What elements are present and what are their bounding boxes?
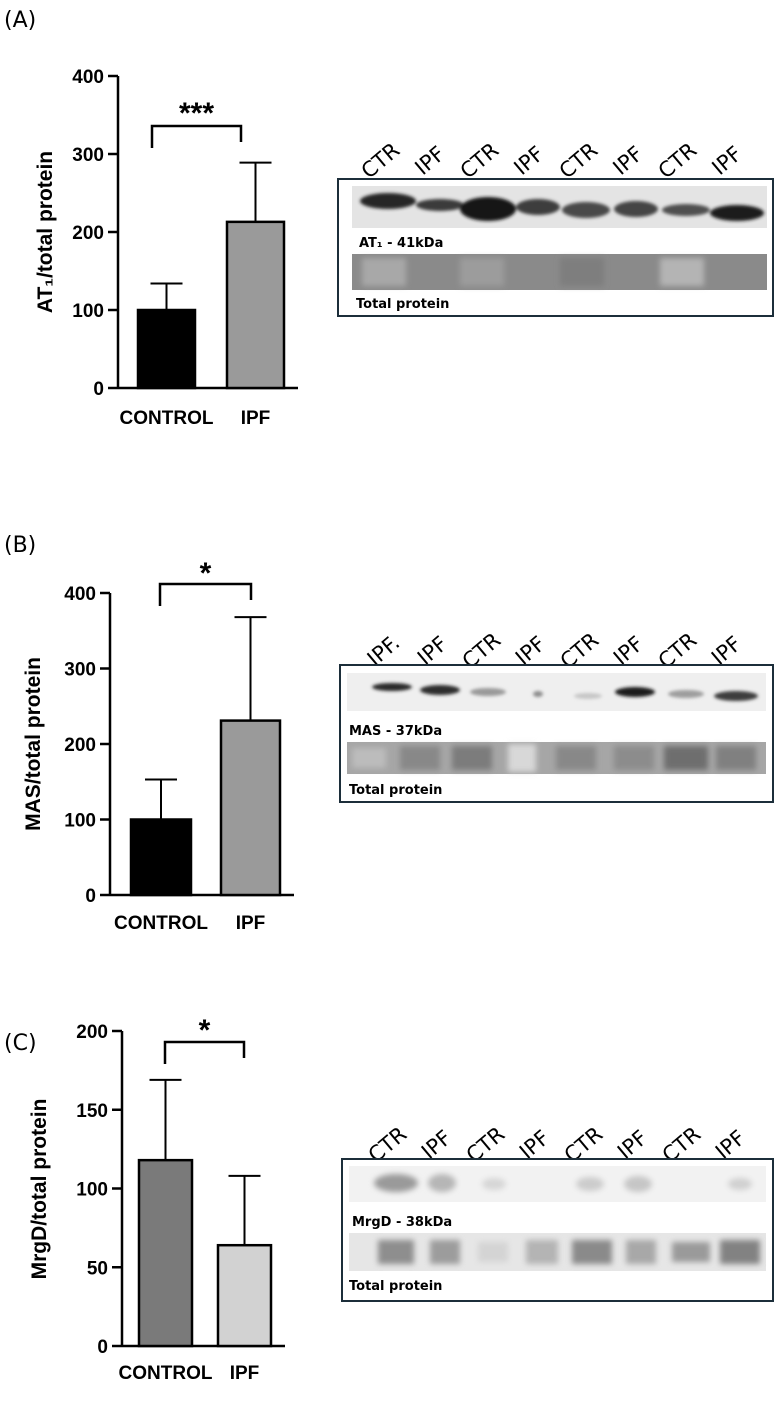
blot-label-c: MrgD - 38kDa (352, 1215, 452, 1230)
y-tick-label-b: 200 (64, 735, 96, 756)
blot-label-a: AT₁ - 41kDa (359, 236, 443, 251)
total-bands-c (378, 1240, 760, 1264)
y-tick-label-a: 200 (72, 223, 104, 244)
chart-c: MrgD/total protein 0 50 100 150 200 CONTROL IPF… (28, 1014, 285, 1384)
category-label-b-1: IPF (236, 913, 266, 934)
lane-label-a: IPF (707, 142, 746, 180)
significance-bracket-b (158, 582, 253, 606)
blot-strip-b (347, 673, 766, 711)
total-bands-a (362, 258, 704, 286)
y-tick-label-a: 0 (93, 379, 104, 400)
panel-letter-b: (B) (4, 533, 36, 558)
bar-b-1 (219, 719, 282, 897)
bar-c-1 (216, 1243, 273, 1348)
bar-b-0 (129, 818, 193, 897)
y-tick-label-b: 300 (64, 660, 96, 681)
bar-a-0 (136, 308, 197, 390)
panel-letter-c: (C) (4, 1031, 37, 1056)
chart-b: MAS/total protein 0 100 200 300 400 CONTROL IPF… (22, 557, 294, 934)
bands-c (374, 1174, 752, 1192)
panel-b: (B) MAS/total protein 0 100 200 300 400 CONTRO… (4, 533, 774, 934)
lane-label-a: CTR (555, 138, 603, 183)
significance-bracket-a (150, 124, 243, 148)
category-label-a-1: IPF (241, 408, 271, 429)
panel-c: (C) MrgD/total protein 0 50 100 150 200 CONTRO… (4, 1014, 774, 1384)
category-label-c-0: CONTROL (119, 1363, 213, 1384)
significance-stars-b: * (200, 557, 212, 590)
significance-bracket-c (163, 1040, 246, 1064)
y-tick-label-c: 0 (97, 1337, 108, 1358)
blot-label-b: MAS - 37kDa (349, 724, 442, 739)
lane-label-a: CTR (357, 138, 405, 183)
y-tick-label-c: 100 (76, 1180, 108, 1201)
lane-label-a: IPF (608, 142, 647, 180)
y-tick-label-a: 300 (72, 145, 104, 166)
y-tick-label-c: 50 (87, 1258, 108, 1279)
total-bands-b (352, 744, 756, 772)
y-tick-label-a: 100 (72, 301, 104, 322)
bar-c-0 (137, 1158, 194, 1348)
lane-label-a: CTR (456, 138, 504, 183)
lane-label-a: IPF (410, 142, 449, 180)
y-tick-label-b: 100 (64, 811, 96, 832)
total-strip-a (352, 254, 767, 290)
category-label-b-0: CONTROL (114, 913, 208, 934)
chart-a: AT₁/total protein 0 100 200 300 400 CONTROL IPF… (34, 67, 298, 429)
y-axis-title-b: MAS/total protein (22, 657, 45, 831)
total-label-b: Total protein (349, 783, 442, 798)
bands-b (372, 683, 758, 701)
significance-stars-a: *** (179, 97, 214, 130)
y-tick-label-b: 0 (85, 886, 96, 907)
panel-a: (A) AT₁/total protein 0 100 200 300 400 CONTRO… (4, 8, 774, 429)
total-label-c: Total protein (349, 1279, 442, 1294)
western-blot-c: CTR IPF CTR IPF CTR IPF CTR IPF MrgD - 38kDa (341, 1122, 774, 1302)
lane-label-a: IPF (509, 142, 548, 180)
blot-strip-c (349, 1166, 766, 1202)
bar-a-1 (225, 220, 286, 390)
y-axis-title-a: AT₁/total protein (34, 151, 57, 313)
y-axis-title-c: MrgD/total protein (28, 1099, 51, 1280)
total-label-a: Total protein (356, 297, 449, 312)
y-tick-label-a: 400 (72, 67, 104, 88)
y-tick-label-c: 150 (76, 1101, 108, 1122)
western-blot-a: CTR IPF CTR IPF CTR IPF CTR IPF AT₁ - 41kDa (337, 138, 774, 317)
y-tick-label-b: 400 (64, 584, 96, 605)
y-tick-label-c: 200 (76, 1022, 108, 1043)
bands-a (360, 193, 764, 221)
category-label-a-0: CONTROL (120, 408, 214, 429)
lane-label-a: CTR (654, 138, 702, 183)
category-label-c-1: IPF (230, 1363, 260, 1384)
lane-labels-a: CTR IPF CTR IPF CTR IPF CTR IPF (357, 138, 747, 183)
significance-stars-c: * (199, 1014, 211, 1047)
western-blot-b: IPF. IPF CTR IPF CTR IPF CTR IPF MAS - 37kDa (339, 628, 774, 803)
panel-letter-a: (A) (4, 8, 36, 33)
